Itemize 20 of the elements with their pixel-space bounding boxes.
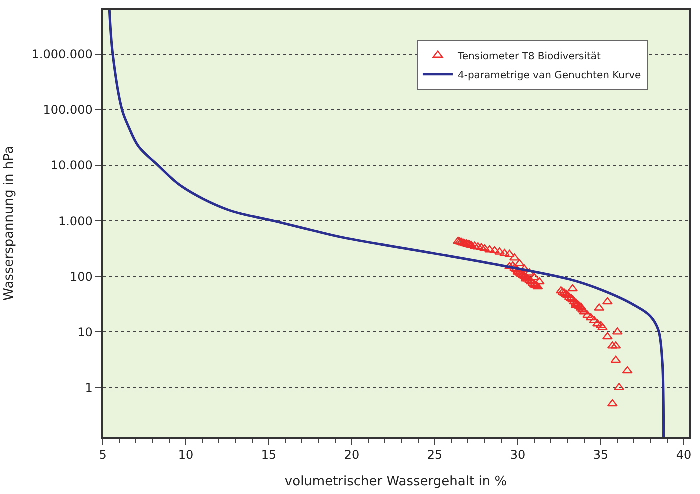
line-series [108, 10, 666, 437]
x-tick-label: 25 [427, 448, 443, 462]
x-tick-label: 15 [261, 448, 277, 462]
y-tick-label: 100 [70, 270, 93, 284]
y-tick-label: 10.000 [50, 158, 93, 173]
x-tick-label: 10 [178, 448, 194, 462]
x-tick-label: 20 [344, 448, 360, 462]
x-axis-title: volumetrischer Wassergehalt in % [284, 474, 508, 490]
y-tick-label: 1.000 [58, 214, 93, 228]
x-tick-label: 5 [99, 448, 107, 462]
y-tick-label: 1 [85, 380, 93, 395]
x-tick-label: 35 [593, 448, 609, 462]
x-tick-label: 40 [676, 448, 692, 462]
y-axis-title: Wasserspannung in hPa [2, 146, 18, 301]
legend-label: 4-parametrige van Genuchten Kurve [458, 70, 642, 82]
legend-label: Tensiometer T8 Biodiversität [456, 51, 601, 62]
y-tick-label: 10 [78, 325, 93, 340]
x-tick-label: 30 [510, 448, 526, 462]
y-tick-label: 100.000 [43, 103, 93, 118]
y-tick-label: 1.000.000 [32, 48, 93, 62]
